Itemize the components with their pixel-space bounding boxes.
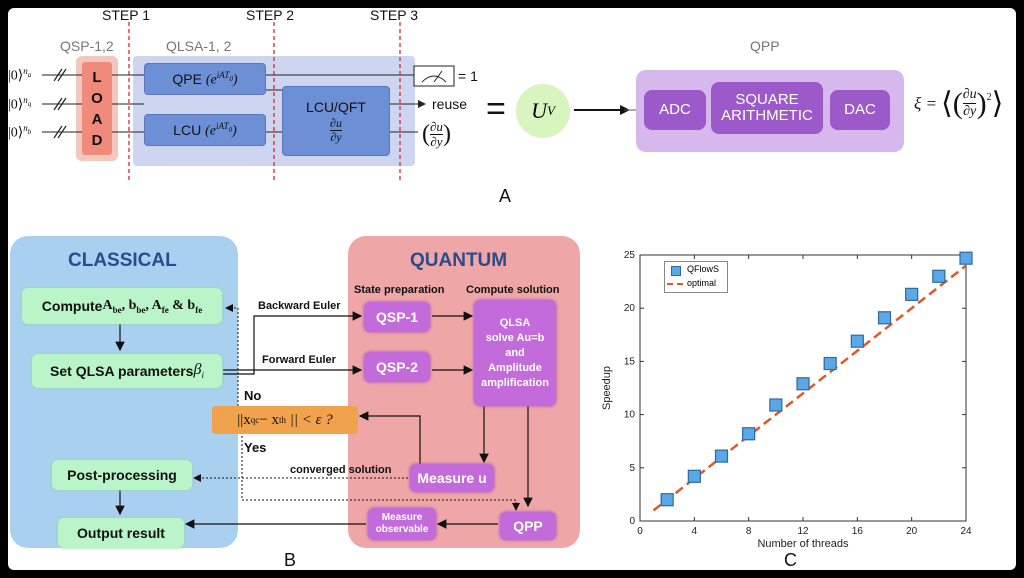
y-tick-label: 5 xyxy=(629,463,635,474)
equals-sign: = xyxy=(486,90,506,128)
qflows-point xyxy=(823,356,837,371)
x-axis-label: Number of threads xyxy=(757,538,849,550)
load-inner: L O A D xyxy=(82,62,112,155)
measure-u-box: Measure u xyxy=(410,464,494,492)
y-axis-label: Speedup xyxy=(601,366,613,410)
quantum-title: QUANTUM xyxy=(410,250,508,271)
qflows-point xyxy=(959,251,973,265)
qsp-group-label: QSP-1,2 xyxy=(60,38,114,54)
qpp-group-label: QPP xyxy=(750,38,780,54)
panel-c-label: C xyxy=(784,550,797,570)
qflows-point xyxy=(796,377,810,391)
square-arithmetic-box: SQUARE ARITHMETIC xyxy=(711,82,823,134)
qsp-2-box: QSP-2 xyxy=(364,352,430,382)
panel-a: L O A D STEP 1 STEP 2 STEP 3 QSP-1,2 QLS… xyxy=(8,8,1016,213)
output-result-box: Output result xyxy=(58,518,184,548)
panel-c: 0 4 8 12 16 20 24 0 5 10 15 20 25 Number of threads Sp… xyxy=(594,233,1014,570)
qflows-point xyxy=(850,334,864,348)
qflows-point xyxy=(742,427,756,441)
x-tick-label: 16 xyxy=(852,526,864,537)
xi-formula: ξ = ⟨( ∂u ∂y ) 2 ⟩ xyxy=(914,86,1004,121)
yes-label: Yes xyxy=(244,440,267,455)
chart-legend: QFlowS optimal xyxy=(664,261,728,293)
x-tick-label: 0 xyxy=(637,526,643,537)
figure-canvas: L O A D STEP 1 STEP 2 STEP 3 QSP-1,2 QLS… xyxy=(8,8,1016,570)
x-tick-label: 8 xyxy=(746,526,752,537)
load-letter: L xyxy=(92,68,102,86)
y-tick-label: 15 xyxy=(624,356,636,367)
convergence-check: ||x qc − x th || < ε ? xyxy=(212,406,358,434)
y-tick-label: 10 xyxy=(624,410,636,421)
speedup-chart: 0 4 8 12 16 20 24 0 5 10 15 20 25 Number of threads Sp… xyxy=(601,250,973,550)
backward-euler-label: Backward Euler xyxy=(258,300,341,312)
set-qlsa-box: Set QLSA parameters βi xyxy=(32,354,222,388)
load-letter: D xyxy=(91,131,103,149)
derivative-output: ( ∂u ∂y ) xyxy=(422,119,451,149)
x-tick-label: 24 xyxy=(960,526,972,537)
no-label: No xyxy=(244,388,262,403)
post-processing-box: Post-processing xyxy=(52,460,192,490)
y-tick-label: 25 xyxy=(624,250,636,261)
optimal-line xyxy=(652,264,967,512)
load-letter: A xyxy=(91,110,103,128)
qpe-box: QPE (eiAT0) xyxy=(144,63,266,95)
qflows-legend-marker xyxy=(671,266,681,276)
ket-b: |0⟩nb xyxy=(8,123,32,141)
step-1-label: STEP 1 xyxy=(102,8,150,23)
x-tick-label: 20 xyxy=(906,526,918,537)
qflows-point xyxy=(905,287,919,301)
legend-label: QFlowS xyxy=(687,264,720,274)
compute-solution-label: Compute solution xyxy=(466,284,560,296)
x-tick-label: 12 xyxy=(797,526,809,537)
qpp-box: QPP xyxy=(500,512,556,540)
ket-a: |0⟩na xyxy=(8,66,32,84)
ket-q: |0⟩nq xyxy=(8,95,32,113)
state-prep-label: State preparation xyxy=(354,284,445,296)
panel-a-label: A xyxy=(499,186,512,206)
qlsa-group-label: QLSA-1, 2 xyxy=(166,38,232,54)
adc-box: ADC xyxy=(644,90,706,130)
step-2-label: STEP 2 xyxy=(246,8,294,23)
forward-euler-label: Forward Euler xyxy=(262,354,336,366)
x-tick-label: 4 xyxy=(692,526,698,537)
load-letter: O xyxy=(91,89,103,107)
y-tick-label: 0 xyxy=(629,516,635,527)
dac-box: DAC xyxy=(830,90,890,130)
measure-observable-box: Measure observable xyxy=(368,508,436,540)
qflows-point xyxy=(932,269,946,283)
lcu-qft-box: LCU/QFT ∂u ∂y xyxy=(282,86,390,156)
compute-matrices-box: Compute Abe, bbe, Afe & bfe xyxy=(22,288,222,324)
qflows-point xyxy=(877,311,892,325)
panel-b-label: B xyxy=(284,550,297,570)
panel-b: CLASSICAL QUANTUM State preparation Comp… xyxy=(8,228,588,570)
reuse-label: reuse xyxy=(432,96,468,112)
legend-label: optimal xyxy=(687,278,717,288)
qflows-point xyxy=(660,493,674,507)
optimal-legend-line xyxy=(667,283,683,285)
lcu-box: LCU (eiAT0) xyxy=(144,114,266,146)
classical-title: CLASSICAL xyxy=(68,250,177,271)
qflows-point xyxy=(769,398,783,412)
qsp-1-box: QSP-1 xyxy=(364,302,430,332)
qflows-point xyxy=(714,449,729,463)
converged-solution-label: converged solution xyxy=(290,464,392,476)
qlsa-box: QLSA solve Au=b and Amplitude amplificat… xyxy=(474,300,556,406)
y-tick-label: 20 xyxy=(624,303,636,314)
step-3-label: STEP 3 xyxy=(370,8,418,23)
meter-value: = 1 xyxy=(458,68,478,84)
qflows-point xyxy=(687,469,701,483)
flow-arrows xyxy=(115,304,533,529)
